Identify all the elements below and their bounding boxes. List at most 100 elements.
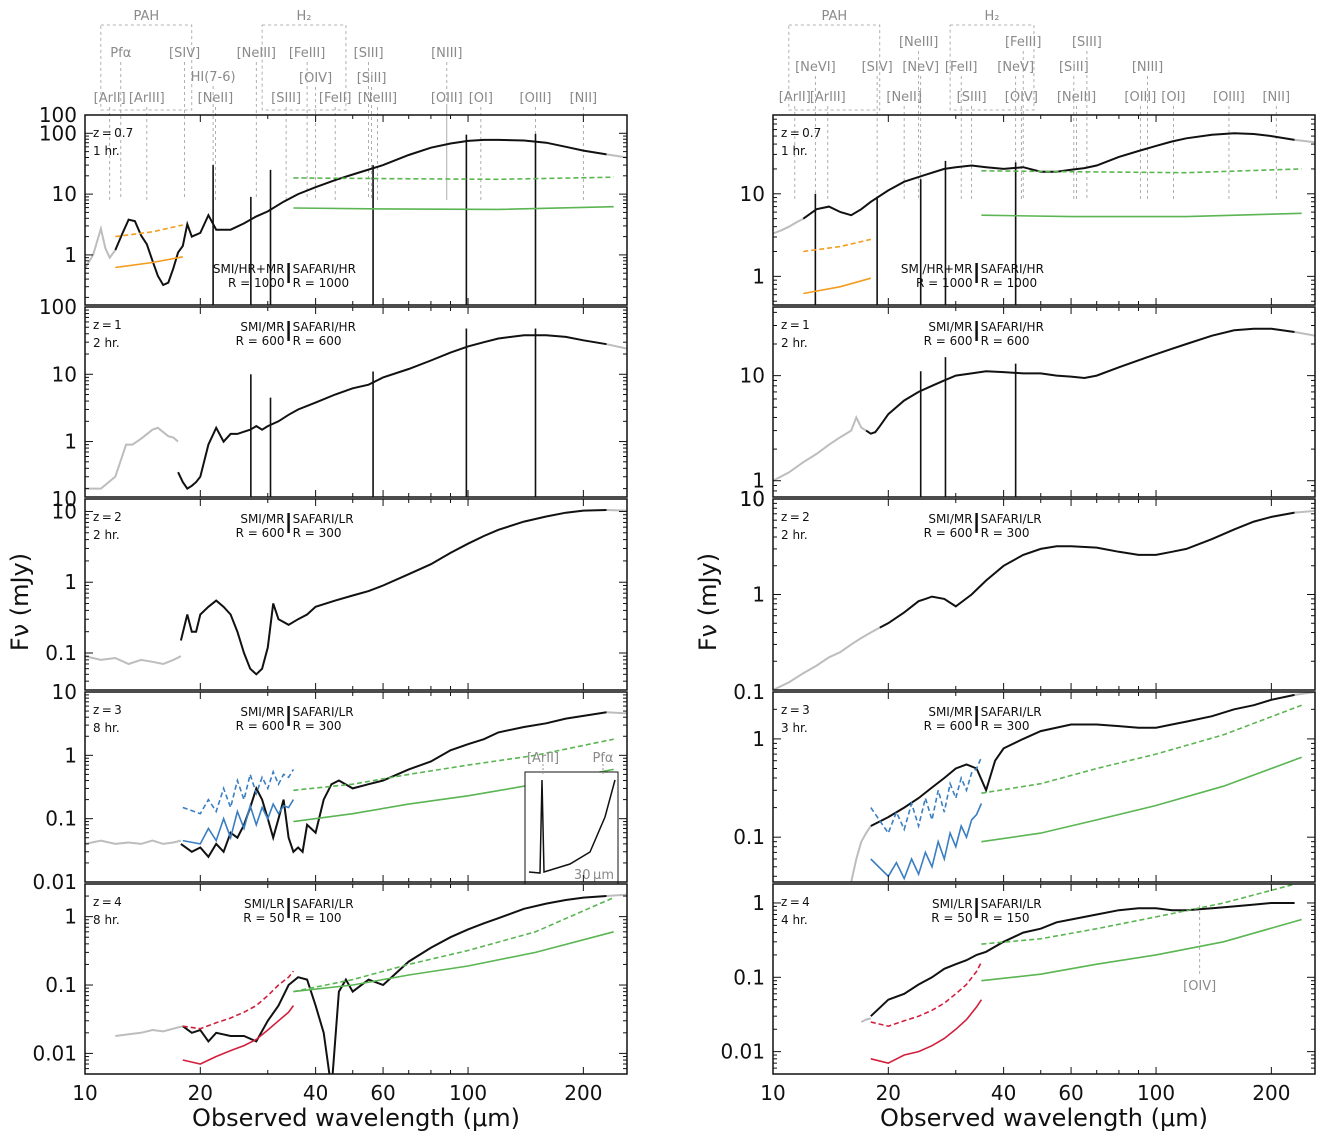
smi-5sigma-line: [803, 238, 871, 253]
exposure-time-label: 1 hr.: [781, 144, 808, 158]
emission-line-label: [SIII]: [957, 90, 987, 105]
y-tick-label: 10: [740, 487, 765, 511]
emission-line-header: Pfα [SIV] [NeIII] [FeIII] [SIII] [NIII] HI(7-6…: [94, 9, 597, 200]
x-axis-title: Observed wavelength (μm): [880, 1104, 1208, 1132]
emission-line-label: [SiII]: [1059, 60, 1089, 75]
redshift-label: z = 1: [93, 318, 122, 332]
group-label: PAH: [821, 9, 847, 24]
y-tick-label: 0.01: [32, 870, 77, 894]
smi-lr-4hr-line: [870, 999, 983, 1064]
left-resolution-label: R = 50: [243, 911, 284, 925]
right-mode-label: SAFARI/LR: [293, 897, 354, 911]
right-mode-label: SAFARI/HR: [293, 262, 356, 276]
left-resolution-label: R = 600: [236, 334, 285, 348]
redshift-label: z = 3: [93, 703, 122, 717]
y-tick-label: 1: [752, 583, 765, 607]
spectrum-outside-line: [85, 655, 182, 666]
x-tick-label: 200: [1252, 1081, 1290, 1105]
exposure-time-label: 2 hr.: [781, 336, 808, 350]
smi-mr-8hr-line: [182, 799, 295, 845]
x-tick-label: 60: [1058, 1081, 1083, 1105]
y-tick-label: 10: [52, 487, 77, 511]
spectrum-outside-line: [1294, 509, 1315, 514]
y-tick-label: 10: [52, 499, 77, 523]
right-mode-label: SAFARI/HR: [981, 320, 1044, 334]
safari-3hr-line: [981, 756, 1302, 843]
smi-1hr-line: [803, 277, 872, 295]
left-mode-label: SMI/MR: [928, 705, 972, 719]
left-mode-label: SMI/MR: [928, 512, 972, 526]
panel-frame: [772, 691, 1316, 883]
smi-5sigma-line: [115, 224, 183, 238]
emission-line-label: [SIV]: [169, 46, 200, 61]
spectrum-outside-line: [606, 711, 627, 715]
emission-line-label: [FeIII]: [289, 46, 325, 61]
spectrum-line: [865, 327, 1295, 435]
group-bracket: [949, 24, 1035, 111]
redshift-label: z = 4: [93, 895, 122, 909]
inset-scale-label: 30 μm: [574, 868, 614, 883]
series-group: [773, 327, 1315, 497]
spectrum-line: [870, 693, 1295, 827]
emission-line-label: [SIII]: [1072, 35, 1102, 50]
instrument-config: SMI/LR SAFARI/LR R = 50 R = 150: [931, 897, 1041, 925]
instrument-config: SMI/MR SAFARI/LR R = 600 R = 300: [924, 512, 1042, 540]
redshift-label: z = 3: [781, 703, 810, 717]
panel-frame: [772, 306, 1316, 498]
spectrum-outside-line: [85, 426, 179, 490]
right-resolution-label: R = 100: [293, 911, 342, 925]
emission-line-label: [NII]: [1262, 90, 1290, 105]
spectrum-line: [879, 511, 1295, 629]
y-axis-title: Fν (mJy): [694, 553, 722, 651]
safari-5sigma-line: [293, 738, 614, 792]
y-tick-label: 0.01: [32, 1041, 77, 1065]
spectrum-outside-line: [1294, 138, 1315, 144]
emission-line-label: [OIV]: [1005, 90, 1038, 105]
instrument-config: SMI/MR SAFARI/LR R = 600 R = 300: [236, 705, 354, 733]
instrument-config: SMI/MR SAFARI/HRR = 600 R = 600: [924, 320, 1044, 348]
exposure-time-label: 2 hr.: [781, 528, 808, 542]
safari-5sigma-line: [981, 168, 1302, 174]
smi-lr-5sigma-line: [182, 970, 295, 1030]
figure-right: Fν (mJy) Observed wavelength (μm) 10 20 40 60…: [694, 9, 1316, 1132]
left-mode-label: SMI/HR+MR: [213, 262, 285, 276]
inset-label: [ArII]: [527, 751, 559, 766]
emission-line-label: HI(7-6): [191, 70, 236, 85]
emission-line-label: [NeII]: [198, 91, 234, 106]
instrument-config: SMI/LR SAFARI/LR R = 50 R = 100: [243, 897, 353, 925]
emission-line-label: [NII]: [570, 91, 598, 106]
emission-line-label: [SiII]: [357, 71, 387, 86]
right-resolution-label: R = 300: [981, 719, 1030, 733]
spectrum-outside-line: [773, 626, 881, 690]
emission-line-label: Pfα: [110, 46, 131, 61]
inset-label: Pfα: [593, 751, 614, 766]
safari-4hr-line: [981, 918, 1302, 982]
emission-line-label: [SIII]: [354, 46, 384, 61]
spectrum-outside-line: [1294, 331, 1315, 337]
exposure-time-label: 8 hr.: [93, 913, 120, 927]
x-tick-label: 10: [72, 1081, 97, 1105]
emission-line-label: [ArIII]: [810, 90, 846, 105]
left-mode-label: SMI/LR: [244, 897, 285, 911]
right-resolution-label: R = 300: [293, 526, 342, 540]
y-tick-label: 1: [64, 570, 77, 594]
left-resolution-label: R = 600: [924, 334, 973, 348]
group-bracket: [100, 24, 193, 111]
spectrum-line: [802, 132, 1295, 220]
panel-frame: [772, 498, 1316, 691]
emission-line-label: [OIII]: [1213, 90, 1245, 105]
panel-frame: [84, 114, 628, 306]
group-bracket: [788, 24, 881, 111]
spectrum-outside-line: [860, 1017, 872, 1023]
y-tick-label: 1: [752, 469, 765, 493]
panel-frame: [84, 883, 628, 1075]
right-resolution-label: R = 600: [293, 334, 342, 348]
series-group: [860, 884, 1302, 1064]
x-axis-title: Observed wavelength (μm): [192, 1104, 520, 1132]
spectrum-outside-line: [85, 224, 117, 269]
